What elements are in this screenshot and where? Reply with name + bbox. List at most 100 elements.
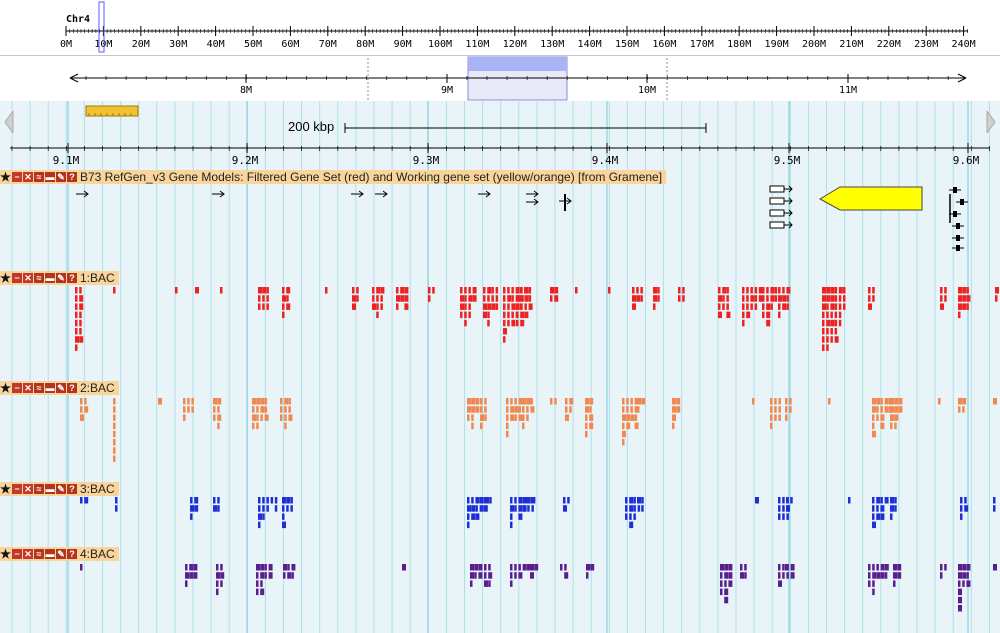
- bac-clone[interactable]: [843, 287, 846, 294]
- bac-clone[interactable]: [475, 505, 478, 512]
- bac-clone[interactable]: [80, 497, 83, 504]
- bac-clone[interactable]: [283, 572, 286, 579]
- bac-clone[interactable]: [113, 430, 116, 438]
- bac-clone[interactable]: [467, 505, 471, 512]
- bac-clone[interactable]: [527, 505, 530, 512]
- bac-clone[interactable]: [940, 303, 944, 310]
- bac-clone[interactable]: [520, 311, 525, 319]
- bac-clone[interactable]: [586, 564, 590, 571]
- bac-clone[interactable]: [682, 287, 685, 294]
- bac-clone[interactable]: [676, 398, 681, 405]
- bac-clone[interactable]: [964, 497, 967, 504]
- bac-clone[interactable]: [467, 521, 470, 529]
- bac-clone[interactable]: [766, 295, 769, 302]
- bac-clone[interactable]: [531, 497, 536, 504]
- bac-clone[interactable]: [822, 319, 825, 327]
- star-icon[interactable]: ★: [0, 271, 11, 285]
- gene-models-features[interactable]: [76, 185, 968, 251]
- bac-clone[interactable]: [880, 564, 885, 571]
- bac-clone[interactable]: [872, 430, 876, 438]
- bac-clone[interactable]: [258, 497, 261, 504]
- bac-clone[interactable]: [356, 295, 359, 302]
- bac-clone[interactable]: [890, 513, 893, 520]
- bac-clone[interactable]: [785, 398, 788, 405]
- bac-clone[interactable]: [585, 414, 588, 421]
- bac-clone[interactable]: [774, 295, 778, 302]
- bac-clone[interactable]: [484, 406, 487, 413]
- bac-clone[interactable]: [194, 505, 199, 512]
- bac-clone[interactable]: [282, 287, 285, 294]
- bac-clone[interactable]: [256, 414, 259, 421]
- bac-clone[interactable]: [834, 295, 838, 302]
- track-label-gene-models[interactable]: ★ − ✕ ≈ ▬ ✎? B73 RefGen_v3 Gene Models: Filte…: [0, 170, 667, 184]
- bac-clone[interactable]: [290, 505, 293, 512]
- bac-clone[interactable]: [266, 497, 269, 504]
- bac-clone[interactable]: [672, 414, 676, 421]
- bac-clone[interactable]: [404, 295, 409, 302]
- bac-clone[interactable]: [625, 505, 628, 512]
- bac-clone[interactable]: [993, 505, 996, 512]
- bac-clone[interactable]: [589, 406, 592, 413]
- scroll-left-button[interactable]: [4, 109, 14, 135]
- bac-clone[interactable]: [516, 303, 519, 310]
- bac-4-features[interactable]: [80, 564, 997, 612]
- bac-clone[interactable]: [113, 439, 116, 446]
- bac-clone[interactable]: [958, 588, 962, 596]
- bac-clone[interactable]: [404, 287, 409, 294]
- bac-clone[interactable]: [890, 505, 894, 512]
- bac-clone[interactable]: [826, 319, 831, 327]
- bac-clone[interactable]: [778, 311, 781, 319]
- bac-clone[interactable]: [822, 344, 825, 351]
- bac-clone[interactable]: [194, 497, 199, 504]
- bac-clone[interactable]: [432, 287, 435, 294]
- bac-clone[interactable]: [563, 505, 567, 512]
- bac-clone[interactable]: [522, 398, 526, 405]
- bac-clone[interactable]: [190, 497, 193, 504]
- bac-clone[interactable]: [563, 497, 566, 504]
- bac-clone[interactable]: [786, 513, 789, 520]
- bac-clone[interactable]: [75, 303, 78, 310]
- bac-clone[interactable]: [190, 505, 194, 512]
- bac-clone[interactable]: [185, 564, 188, 571]
- bac-clone[interactable]: [380, 295, 383, 302]
- bac-clone[interactable]: [485, 497, 489, 504]
- bac-clone[interactable]: [750, 303, 753, 310]
- bac-clone[interactable]: [460, 295, 464, 302]
- bac-clone[interactable]: [758, 287, 763, 294]
- bac-clone[interactable]: [826, 295, 831, 302]
- bac-clone[interactable]: [524, 303, 527, 310]
- bac-clone[interactable]: [790, 572, 795, 579]
- bac-clone[interactable]: [826, 287, 831, 294]
- bac-clone[interactable]: [113, 287, 116, 294]
- bac-clone[interactable]: [286, 287, 291, 294]
- bac-clone[interactable]: [785, 564, 788, 571]
- bac-clone[interactable]: [830, 319, 835, 327]
- bac-clone[interactable]: [585, 430, 588, 438]
- bac-clone[interactable]: [503, 311, 506, 319]
- bac-clone[interactable]: [520, 287, 523, 294]
- bac-clone[interactable]: [778, 303, 781, 310]
- bac-clone[interactable]: [964, 505, 969, 512]
- bac-clone[interactable]: [622, 406, 625, 413]
- bac-clone[interactable]: [622, 414, 626, 421]
- bac-clone[interactable]: [266, 505, 269, 512]
- bac-clone[interactable]: [484, 398, 487, 405]
- bac-clone[interactable]: [629, 521, 634, 529]
- bac-clone[interactable]: [518, 572, 523, 579]
- bac-clone[interactable]: [622, 422, 625, 430]
- bac-clone[interactable]: [468, 303, 471, 310]
- bac-clone[interactable]: [995, 295, 998, 302]
- chromosome-position-marker[interactable]: [98, 1, 105, 53]
- bac-clone[interactable]: [626, 414, 631, 421]
- bac-clone[interactable]: [325, 287, 328, 294]
- bac-clone[interactable]: [75, 295, 78, 302]
- bac-clone[interactable]: [503, 295, 506, 302]
- bac-clone[interactable]: [256, 572, 259, 579]
- bac-clone[interactable]: [464, 319, 467, 327]
- bac-clone[interactable]: [676, 406, 681, 413]
- bac-clone[interactable]: [550, 295, 553, 302]
- bac-clone[interactable]: [495, 303, 499, 310]
- bac-clone[interactable]: [872, 497, 875, 504]
- bac-clone[interactable]: [589, 422, 594, 430]
- bac-clone[interactable]: [256, 422, 259, 430]
